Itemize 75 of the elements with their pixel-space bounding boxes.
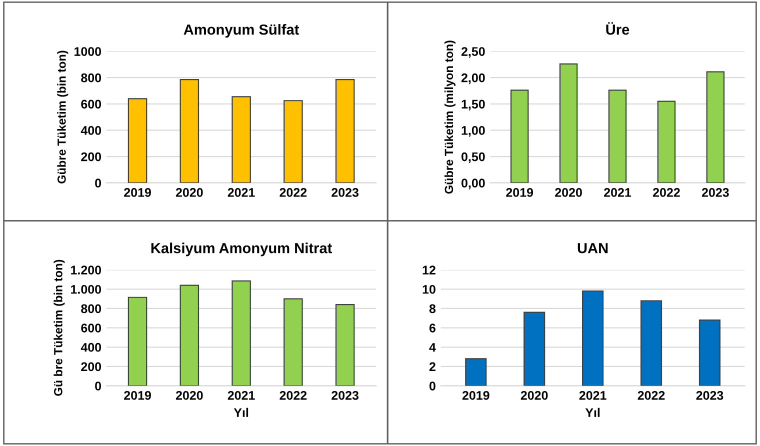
x-tick-label: 2019 [124, 390, 151, 400]
x-tick-label: 2021 [579, 390, 606, 400]
x-tick-label: 2020 [555, 188, 582, 197]
y-tick-label: 600 [81, 324, 102, 332]
y-tick-label: 0,50 [462, 152, 485, 164]
bar [180, 284, 200, 386]
bar [335, 304, 355, 386]
bar [706, 71, 725, 183]
y-tick-label: 4 [429, 343, 436, 352]
bar [335, 79, 355, 183]
y-tick-label: 2,50 [461, 47, 485, 58]
bar [698, 320, 721, 386]
chart-title: Amonyum Sülfat [184, 24, 300, 38]
bar [180, 79, 200, 183]
x-tick-label: 2023 [696, 390, 724, 400]
y-tick-label: 600 [81, 100, 102, 109]
y-tick-label: 6 [429, 324, 436, 332]
x-tick-label: 2020 [176, 188, 203, 197]
y-tick-label: 0 [95, 382, 102, 390]
y-tick-label: 1.200 [71, 266, 102, 274]
y-tick-label: 0 [429, 382, 436, 390]
x-tick-label: 2022 [280, 188, 307, 197]
bar [232, 280, 251, 386]
y-tick-label: 10 [422, 284, 436, 294]
x-tick-label: 2023 [332, 188, 359, 197]
y-tick-label: 1.000 [71, 284, 102, 294]
y-tick-label: 1000 [74, 47, 102, 56]
chart-title: Üre [606, 22, 630, 35]
chart-title: UAN [578, 243, 608, 254]
y-tick-label: 200 [81, 362, 102, 372]
x-tick-label: 2020 [520, 390, 548, 400]
x-tick-label: 2022 [652, 188, 680, 197]
bar [128, 98, 148, 183]
y-tick-label: 800 [81, 73, 102, 82]
x-tick-label: 2019 [462, 390, 490, 400]
bar [657, 100, 676, 183]
y-tick-label: 1,50 [462, 100, 485, 110]
bar [524, 312, 546, 386]
y-tick-label: 12 [422, 266, 436, 274]
y-tick-label: 8 [429, 304, 436, 314]
x-tick-label: 2023 [332, 390, 359, 400]
x-tick-label: 2022 [280, 390, 307, 400]
x-tick-label: 2021 [604, 188, 632, 197]
x-tick-label: 2019 [506, 188, 534, 197]
x-axis-title: Yıl [234, 408, 248, 417]
x-axis-title: Yıl [585, 408, 600, 417]
chart-title: Kalsiyum Amonyum Nitrat [151, 242, 332, 256]
y-tick-label: 400 [80, 126, 102, 135]
y-axis-title: Gübre Tüketim (milyon ton) [444, 40, 456, 194]
y-tick-label: 1,00 [462, 126, 485, 137]
x-tick-label: 2019 [124, 188, 151, 197]
y-axis-title: Gü bre Tüketim (bin ton) [54, 260, 65, 396]
y-tick-label: 0,00 [462, 178, 485, 190]
y-tick-label: 2 [429, 362, 436, 371]
x-tick-label: 2023 [702, 188, 729, 197]
bar [608, 90, 627, 183]
bar [640, 300, 662, 386]
bar [582, 290, 604, 386]
y-tick-label: 2,00 [461, 73, 485, 84]
x-tick-label: 2022 [638, 390, 665, 400]
bar [284, 298, 303, 386]
bar [510, 90, 529, 183]
bar [465, 358, 487, 386]
y-axis-title: Gübre Tüketim (bin ton) [57, 50, 68, 184]
y-tick-label: 200 [81, 152, 102, 162]
bar [284, 100, 303, 183]
y-tick-label: 800 [81, 304, 102, 314]
bar [559, 63, 578, 183]
x-tick-label: 2021 [228, 188, 255, 197]
bar [128, 296, 148, 386]
x-tick-label: 2020 [176, 390, 203, 400]
y-tick-label: 400 [80, 342, 102, 352]
x-tick-label: 2021 [228, 390, 255, 400]
y-tick-label: 0 [95, 178, 102, 188]
bar [232, 96, 251, 183]
